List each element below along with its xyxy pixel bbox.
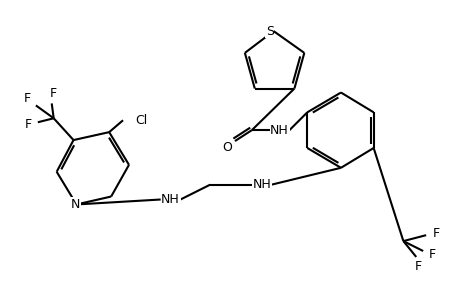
- Text: NH: NH: [270, 124, 289, 137]
- Text: O: O: [222, 141, 232, 153]
- Text: F: F: [415, 260, 422, 273]
- Text: Cl: Cl: [135, 114, 147, 127]
- Text: F: F: [429, 248, 436, 261]
- Text: NH: NH: [161, 193, 180, 206]
- Text: NH: NH: [252, 178, 271, 191]
- Text: F: F: [23, 92, 31, 105]
- Text: F: F: [50, 87, 57, 100]
- Text: F: F: [24, 118, 32, 131]
- Text: N: N: [71, 198, 80, 211]
- Text: F: F: [432, 227, 439, 240]
- Text: S: S: [266, 25, 273, 38]
